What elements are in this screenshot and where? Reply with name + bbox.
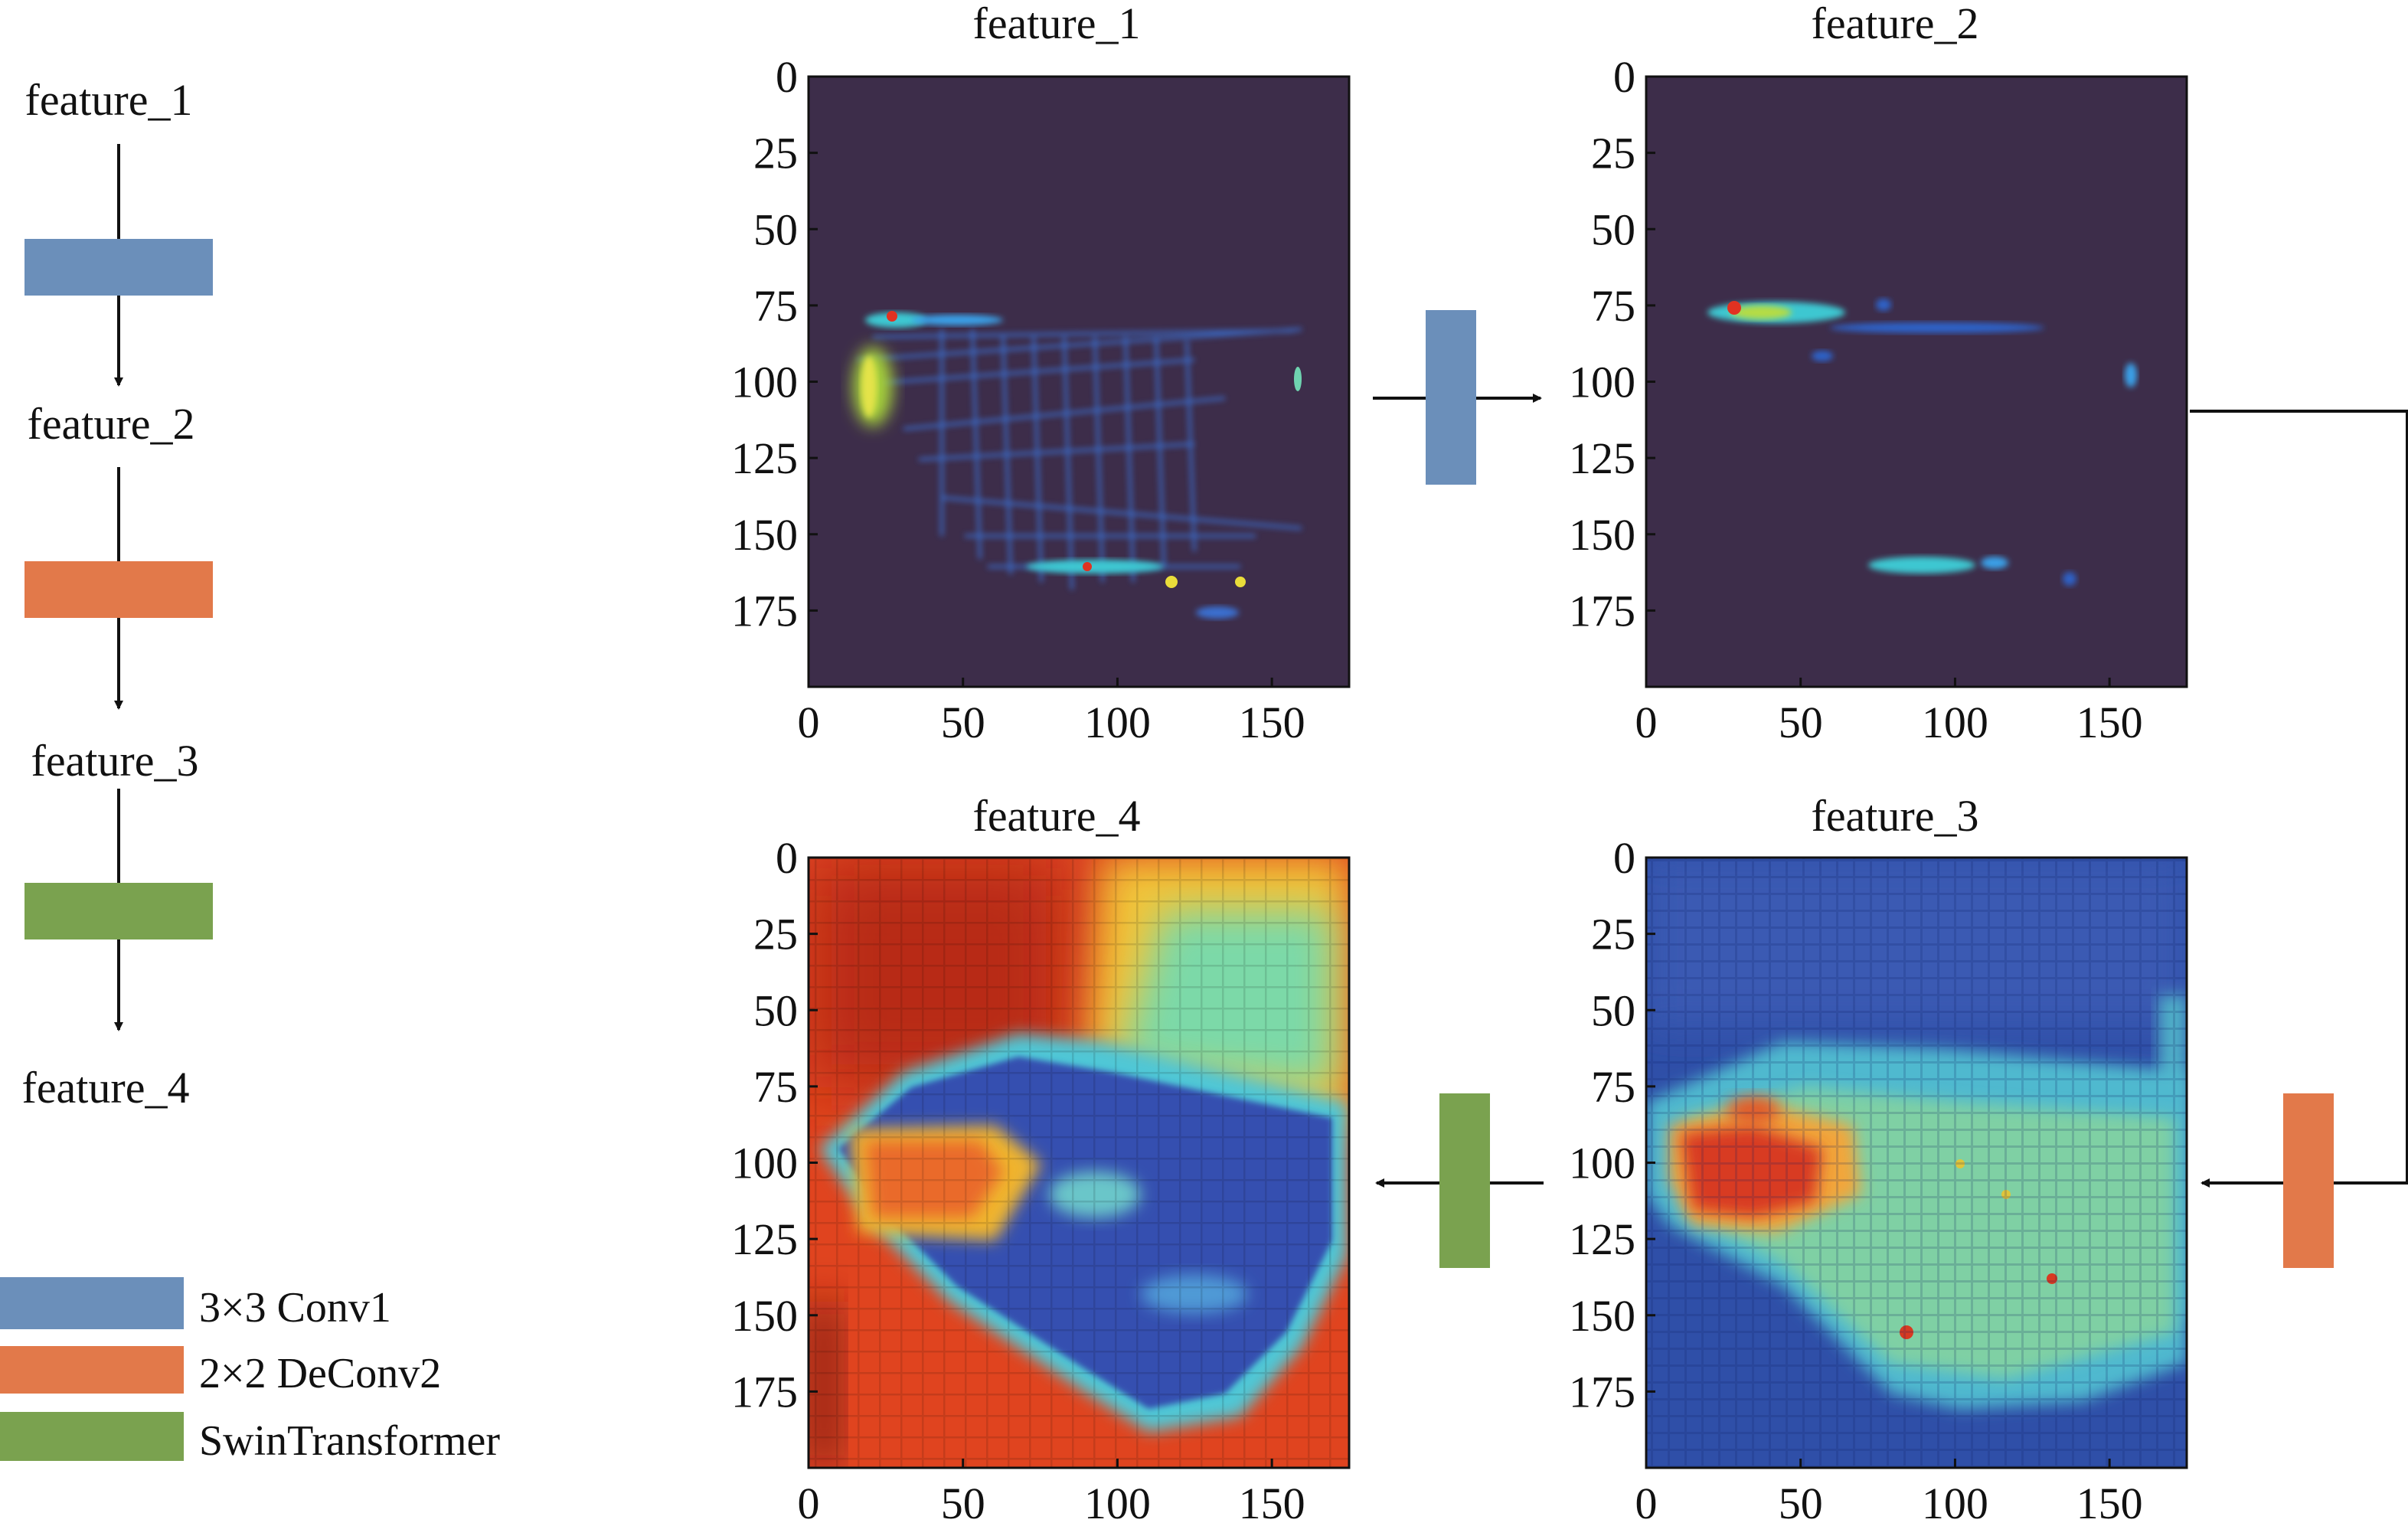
connector-deconv bbox=[2190, 410, 2408, 1268]
legend-label-swin: SwinTransformer bbox=[199, 1417, 500, 1465]
y-tick-label: 125 bbox=[1569, 433, 1635, 483]
y-tick-label: 50 bbox=[1591, 985, 1635, 1035]
legend: 3×3 Conv1 2×2 DeConv2 SwinTransformer bbox=[0, 1277, 500, 1465]
y-tick-label: 0 bbox=[1613, 52, 1635, 102]
x-tick-label: 50 bbox=[1779, 1479, 1823, 1526]
flow-label-feature-2: feature_2 bbox=[28, 399, 195, 449]
panel-title-feature-3: feature_3 bbox=[1812, 791, 1979, 841]
y-tick-label: 75 bbox=[1591, 281, 1635, 331]
y-tick-label: 150 bbox=[1569, 510, 1635, 560]
x-tick-label: 0 bbox=[798, 1479, 820, 1526]
y-tick-label: 100 bbox=[1569, 358, 1635, 407]
x-tick-label: 50 bbox=[1779, 698, 1823, 747]
y-tick-label: 25 bbox=[1591, 129, 1635, 178]
y-tick-label: 125 bbox=[1569, 1214, 1635, 1264]
y-tick-label: 175 bbox=[1569, 1367, 1635, 1417]
y-tick-label: 75 bbox=[1591, 1062, 1635, 1112]
flow-label-feature-4: feature_4 bbox=[22, 1063, 190, 1113]
panel-feature-4: feature_4 0 50 100 150 0 25 50 75 100 125 150 175 bbox=[731, 791, 1351, 1526]
panel-title-feature-1: feature_1 bbox=[973, 0, 1141, 48]
connector-block-swin bbox=[1439, 1093, 1490, 1268]
x-tick-label: 100 bbox=[1084, 1479, 1151, 1526]
y-tick-label: 150 bbox=[731, 510, 798, 560]
x-tick-label: 100 bbox=[1084, 698, 1151, 747]
legend-label-conv: 3×3 Conv1 bbox=[199, 1284, 391, 1332]
y-tick-label: 50 bbox=[1591, 204, 1635, 254]
panel-title-feature-4: feature_4 bbox=[973, 791, 1141, 841]
axes-feature-1: 0 50 100 150 0 25 50 75 100 125 150 175 bbox=[731, 52, 1305, 747]
y-tick-label: 25 bbox=[753, 129, 798, 178]
legend-swatch-deconv bbox=[0, 1346, 184, 1394]
y-tick-label: 50 bbox=[753, 985, 798, 1035]
flow-label-feature-3: feature_3 bbox=[31, 736, 199, 786]
heatmap-feature-3 bbox=[1646, 858, 2187, 1468]
panel-title-feature-2: feature_2 bbox=[1812, 0, 1979, 48]
panel-feature-1: feature_1 bbox=[731, 0, 1351, 747]
y-tick-label: 50 bbox=[753, 204, 798, 254]
heatmap-feature-1 bbox=[809, 77, 1349, 687]
flow-block-swin bbox=[25, 883, 213, 939]
flow-block-conv bbox=[25, 239, 213, 296]
y-tick-label: 25 bbox=[1591, 910, 1635, 959]
axes-feature-2: 0 50 100 150 0 25 50 75 100 125 150 175 bbox=[1569, 52, 2143, 747]
panel-feature-3: feature_3 0 50 100 150 0 25 50 75 100 125 150 175 bbox=[1569, 791, 2188, 1526]
connector-block-deconv bbox=[2283, 1093, 2334, 1268]
y-tick-label: 125 bbox=[731, 1214, 798, 1264]
y-tick-label: 175 bbox=[731, 1367, 798, 1417]
x-tick-label: 50 bbox=[941, 1479, 985, 1526]
y-tick-label: 150 bbox=[1569, 1291, 1635, 1341]
y-tick-label: 0 bbox=[776, 52, 798, 102]
x-tick-label: 100 bbox=[1922, 698, 1988, 747]
y-tick-label: 125 bbox=[731, 433, 798, 483]
x-tick-label: 50 bbox=[941, 698, 985, 747]
connector-conv bbox=[1373, 310, 1542, 485]
y-tick-label: 25 bbox=[753, 910, 798, 959]
legend-swatch-swin bbox=[0, 1412, 184, 1461]
y-tick-label: 75 bbox=[753, 281, 798, 331]
heatmap-feature-4 bbox=[809, 858, 1349, 1468]
y-tick-label: 175 bbox=[731, 586, 798, 636]
y-tick-label: 100 bbox=[731, 1139, 798, 1188]
connector-line-2 bbox=[2190, 410, 2408, 1185]
x-tick-label: 0 bbox=[1635, 1479, 1658, 1526]
y-tick-label: 100 bbox=[1569, 1139, 1635, 1188]
x-tick-label: 150 bbox=[2076, 1479, 2143, 1526]
y-tick-label: 0 bbox=[776, 833, 798, 883]
panel-feature-2: feature_2 0 50 100 150 0 25 50 75 100 125 150 175 bbox=[1569, 0, 2188, 747]
y-tick-label: 175 bbox=[1569, 586, 1635, 636]
axes-feature-3: 0 50 100 150 0 25 50 75 100 125 150 175 bbox=[1569, 833, 2143, 1526]
x-tick-label: 150 bbox=[1239, 1479, 1305, 1526]
y-tick-label: 0 bbox=[1613, 833, 1635, 883]
connector-swin bbox=[1375, 1093, 1544, 1268]
axes-feature-4: 0 50 100 150 0 25 50 75 100 125 150 175 bbox=[731, 833, 1305, 1526]
x-tick-label: 150 bbox=[2076, 698, 2143, 747]
y-tick-label: 75 bbox=[753, 1062, 798, 1112]
x-tick-label: 100 bbox=[1922, 1479, 1988, 1526]
x-tick-label: 0 bbox=[798, 698, 820, 747]
y-tick-label: 100 bbox=[731, 358, 798, 407]
x-tick-label: 0 bbox=[1635, 698, 1658, 747]
connector-block-conv bbox=[1426, 310, 1476, 485]
heatmap-feature-2 bbox=[1646, 77, 2187, 687]
flow-diagram: feature_1 feature_2 feature_3 feature_4 bbox=[22, 75, 213, 1113]
legend-swatch-conv bbox=[0, 1277, 184, 1329]
legend-label-deconv: 2×2 DeConv2 bbox=[199, 1350, 441, 1397]
flow-block-deconv bbox=[25, 561, 213, 618]
y-tick-label: 150 bbox=[731, 1291, 798, 1341]
x-tick-label: 150 bbox=[1239, 698, 1305, 747]
flow-label-feature-1: feature_1 bbox=[25, 75, 193, 125]
